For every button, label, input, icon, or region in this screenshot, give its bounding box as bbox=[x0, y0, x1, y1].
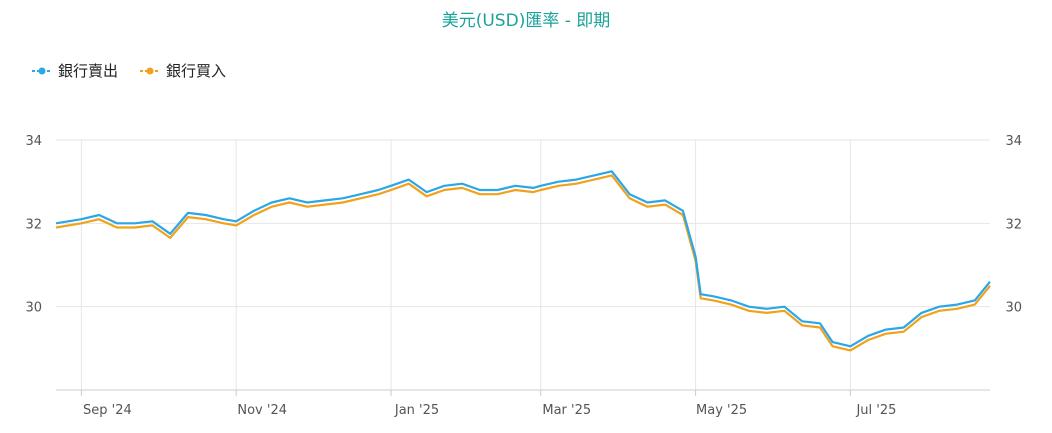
y-tick-label-right: 32 bbox=[1005, 217, 1022, 232]
legend-label-sell: 銀行賣出 bbox=[58, 62, 119, 80]
legend-item-sell[interactable]: 銀行賣出 bbox=[32, 60, 118, 81]
series-line-buy bbox=[55, 174, 991, 352]
x-tick-label: Nov '24 bbox=[237, 403, 287, 418]
y-tick-label-left: 34 bbox=[25, 134, 42, 149]
legend-swatch-buy bbox=[140, 67, 161, 74]
x-tick-label: Sep '24 bbox=[83, 403, 132, 418]
legend-swatch-sell bbox=[32, 67, 52, 74]
y-tick-label-right: 34 bbox=[1005, 134, 1022, 149]
y-tick-label-right: 30 bbox=[1005, 301, 1022, 316]
y-tick-label-left: 32 bbox=[25, 217, 42, 232]
x-tick-label: Jan '25 bbox=[394, 403, 439, 418]
x-tick-label: Mar '25 bbox=[542, 403, 591, 418]
x-tick-label: May '25 bbox=[696, 403, 747, 418]
x-tick-label: Jul '25 bbox=[855, 403, 896, 418]
series-line-sell bbox=[55, 170, 991, 348]
legend-label-buy: 銀行買入 bbox=[166, 62, 227, 80]
legend: 銀行賣出 銀行買入 bbox=[32, 60, 226, 81]
legend-item-buy[interactable]: 銀行買入 bbox=[140, 60, 226, 81]
chart-title: 美元(USD)匯率 - 即期 bbox=[441, 11, 611, 31]
y-tick-label-left: 30 bbox=[25, 301, 42, 316]
